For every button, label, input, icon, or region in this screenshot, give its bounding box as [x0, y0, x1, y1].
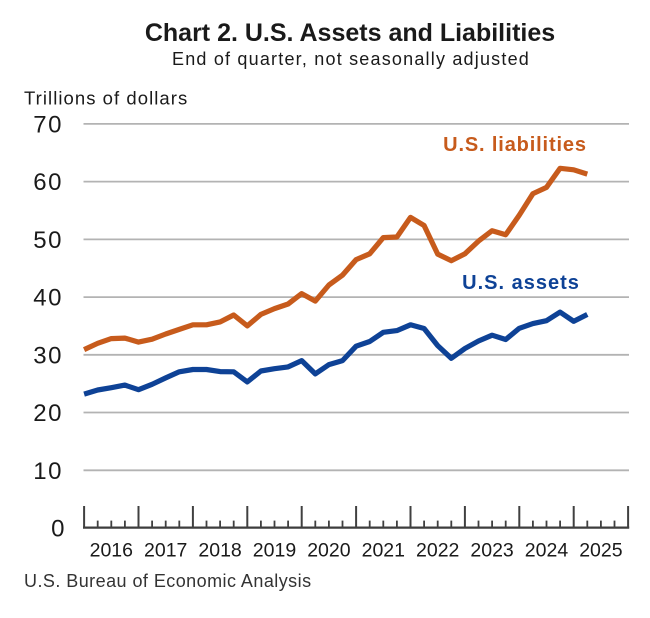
svg-text:2025: 2025: [579, 540, 623, 562]
svg-text:60: 60: [33, 169, 63, 196]
svg-text:Chart 2. U.S. Assets and Liabi: Chart 2. U.S. Assets and Liabilities: [145, 19, 555, 47]
svg-text:U.S. Bureau of Economic Analys: U.S. Bureau of Economic Analysis: [24, 571, 312, 591]
svg-text:0: 0: [51, 515, 66, 542]
svg-text:10: 10: [33, 458, 63, 485]
svg-text:2020: 2020: [307, 540, 351, 562]
svg-text:Trillions of dollars: Trillions of dollars: [24, 88, 188, 109]
svg-text:U.S. assets: U.S. assets: [462, 272, 580, 294]
svg-text:2016: 2016: [90, 540, 133, 562]
svg-text:2018: 2018: [198, 540, 241, 562]
svg-text:2019: 2019: [253, 540, 296, 562]
svg-text:U.S. liabilities: U.S. liabilities: [443, 134, 587, 156]
svg-text:2024: 2024: [525, 540, 569, 562]
svg-text:End of quarter, not seasonally: End of quarter, not seasonally adjusted: [172, 49, 530, 69]
svg-text:2022: 2022: [416, 540, 459, 562]
svg-text:70: 70: [33, 112, 63, 139]
svg-text:20: 20: [33, 400, 63, 427]
svg-text:2021: 2021: [362, 540, 405, 562]
svg-text:30: 30: [33, 342, 63, 369]
svg-text:50: 50: [33, 227, 63, 254]
svg-text:2023: 2023: [470, 540, 513, 562]
svg-text:2017: 2017: [144, 540, 187, 562]
svg-text:40: 40: [33, 285, 63, 312]
